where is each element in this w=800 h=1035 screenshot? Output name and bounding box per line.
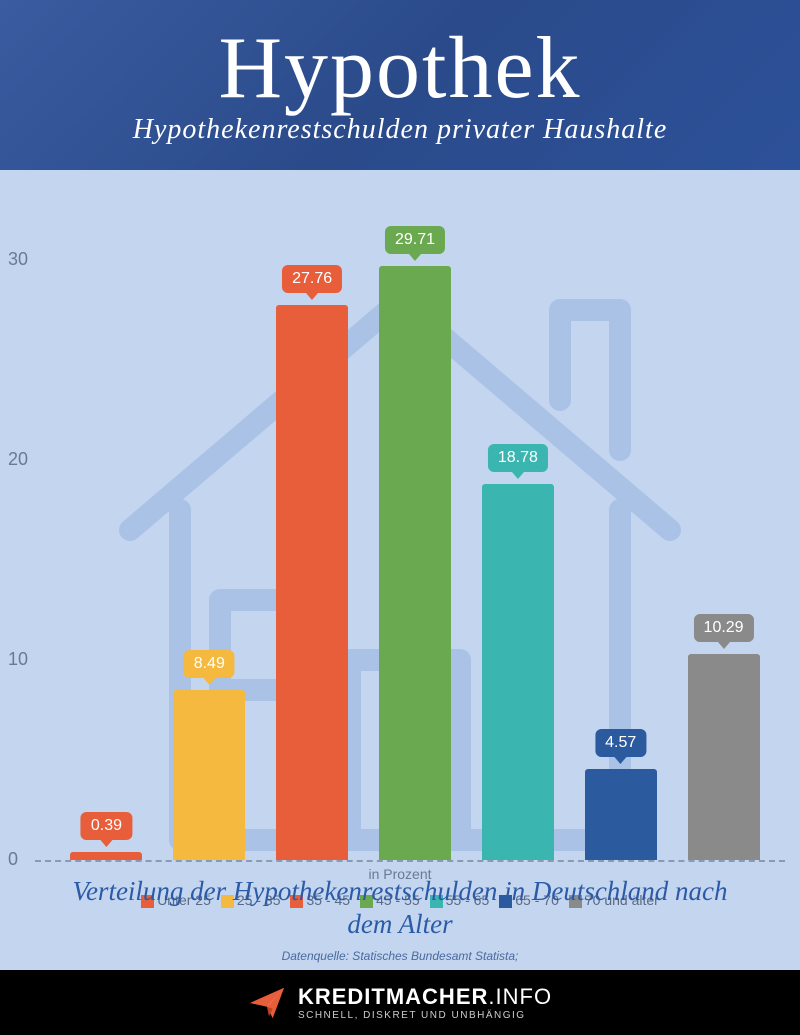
- bar-value-bubble: 18.78: [488, 444, 548, 472]
- brand-suffix: .INFO: [488, 984, 552, 1009]
- chart-area: 0102030 0.398.4927.7629.7118.784.5710.29…: [0, 170, 800, 940]
- baseline: [35, 860, 785, 862]
- bar: [173, 690, 245, 860]
- y-tick-label: 30: [8, 249, 28, 270]
- bar-value-bubble: 27.76: [282, 265, 342, 293]
- header-banner: Hypothek Hypothekenrestschulden privater…: [0, 0, 800, 170]
- bar-value-bubble: 4.57: [595, 729, 646, 757]
- page-title: Hypothek: [0, 18, 800, 119]
- bar-value-bubble: 10.29: [694, 614, 754, 642]
- bars-container: 0.398.4927.7629.7118.784.5710.29: [55, 260, 775, 860]
- bar: [379, 266, 451, 860]
- y-tick-label: 10: [8, 649, 28, 670]
- bar-value-bubble: 29.71: [385, 226, 445, 254]
- bar: [482, 484, 554, 860]
- paper-plane-icon: [248, 984, 286, 1022]
- page-subtitle: Hypothekenrestschulden privater Haushalt…: [0, 114, 800, 146]
- bar: [688, 654, 760, 860]
- y-tick-label: 20: [8, 449, 28, 470]
- brand-tagline: SCHNELL, DISKRET UND UNBHÄNGIG: [298, 1010, 552, 1021]
- bar: [276, 305, 348, 860]
- bar-value-bubble: 8.49: [184, 650, 235, 678]
- bar-value-bubble: 0.39: [81, 812, 132, 840]
- chart-caption: Verteilung der Hypothekenrestschulden in…: [0, 875, 800, 940]
- bar: [585, 769, 657, 860]
- footer-brand: KREDITMACHER.INFO SCHNELL, DISKRET UND U…: [298, 984, 552, 1021]
- data-source: Datenquelle: Statisches Bundesamt Statis…: [0, 949, 800, 963]
- caption-text: Verteilung der Hypothekenrestschulden in…: [60, 875, 740, 940]
- bar: [70, 852, 142, 860]
- brand-name: KREDITMACHER: [298, 984, 488, 1009]
- footer: KREDITMACHER.INFO SCHNELL, DISKRET UND U…: [0, 970, 800, 1035]
